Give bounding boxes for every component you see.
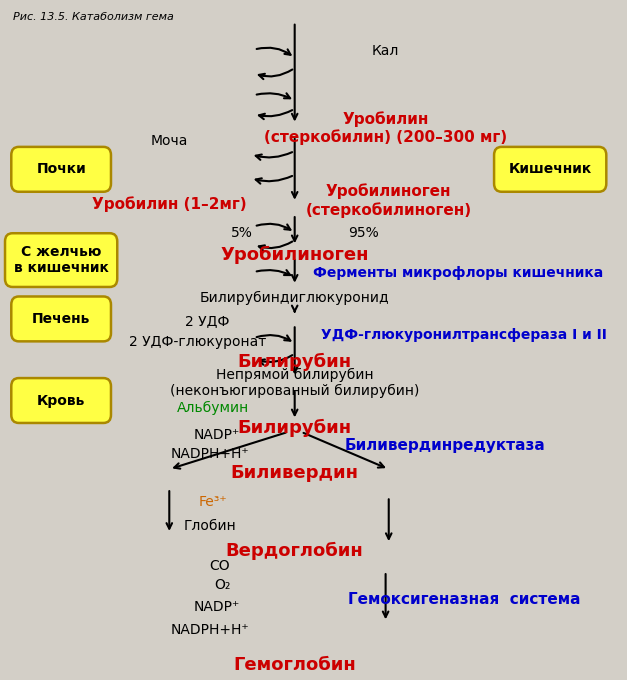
FancyBboxPatch shape xyxy=(494,147,606,192)
Text: 2 УДФ-глюкуронат: 2 УДФ-глюкуронат xyxy=(129,335,266,349)
Text: С желчью
в кишечник: С желчью в кишечник xyxy=(14,245,108,275)
Text: Непрямой билирубин
(неконъюгированный билирубин): Непрямой билирубин (неконъюгированный би… xyxy=(170,368,419,398)
FancyBboxPatch shape xyxy=(11,378,111,423)
Text: Билирубин: Билирубин xyxy=(238,420,352,437)
Text: Гемоксигеназная  система: Гемоксигеназная система xyxy=(348,592,580,607)
Text: Уробилиноген: Уробилиноген xyxy=(221,246,369,264)
Text: O₂: O₂ xyxy=(214,578,231,592)
Text: CO: CO xyxy=(209,559,229,573)
Text: Кишечник: Кишечник xyxy=(508,163,592,176)
Text: NADPH+H⁺: NADPH+H⁺ xyxy=(171,624,250,637)
Text: Fe³⁺: Fe³⁺ xyxy=(199,495,228,509)
Text: NADP⁺: NADP⁺ xyxy=(193,600,240,613)
Text: Моча: Моча xyxy=(150,134,188,148)
Text: Уробилин
(стеркобилин) (200–300 мг): Уробилин (стеркобилин) (200–300 мг) xyxy=(264,111,507,145)
Text: Ферменты микрофлоры кишечника: Ферменты микрофлоры кишечника xyxy=(313,267,603,280)
Text: Биливердин: Биливердин xyxy=(231,464,359,481)
Text: УДФ-глюкуронилтрансфераза I и II: УДФ-глюкуронилтрансфераза I и II xyxy=(321,328,607,342)
Text: 95%: 95% xyxy=(348,226,379,239)
Text: Гемоглобин: Гемоглобин xyxy=(233,656,356,674)
Text: Билирубиндиглюкуронид: Билирубиндиглюкуронид xyxy=(200,291,389,305)
Text: Почки: Почки xyxy=(36,163,86,176)
FancyBboxPatch shape xyxy=(5,233,117,287)
Text: NADPH+H⁺: NADPH+H⁺ xyxy=(171,447,250,460)
Text: 5%: 5% xyxy=(231,226,252,239)
Text: Печень: Печень xyxy=(32,312,90,326)
Text: Вердоглобин: Вердоглобин xyxy=(226,542,364,560)
Text: Глобин: Глобин xyxy=(184,519,236,532)
Text: Билирубин: Билирубин xyxy=(238,353,352,371)
Text: Уробилиноген
(стеркобилиноген): Уробилиноген (стеркобилиноген) xyxy=(306,184,472,218)
Text: Рис. 13.5. Катаболизм гема: Рис. 13.5. Катаболизм гема xyxy=(13,12,174,22)
Text: Альбумин: Альбумин xyxy=(177,401,250,415)
FancyBboxPatch shape xyxy=(11,147,111,192)
Text: Кал: Кал xyxy=(372,44,399,58)
Text: Уробилин (1–2мг): Уробилин (1–2мг) xyxy=(92,196,246,212)
Text: NADP⁺: NADP⁺ xyxy=(193,428,240,442)
Text: Биливердинредуктаза: Биливердинредуктаза xyxy=(345,438,545,453)
FancyBboxPatch shape xyxy=(11,296,111,341)
Text: Кровь: Кровь xyxy=(37,394,85,407)
Text: 2 УДФ: 2 УДФ xyxy=(185,314,229,328)
